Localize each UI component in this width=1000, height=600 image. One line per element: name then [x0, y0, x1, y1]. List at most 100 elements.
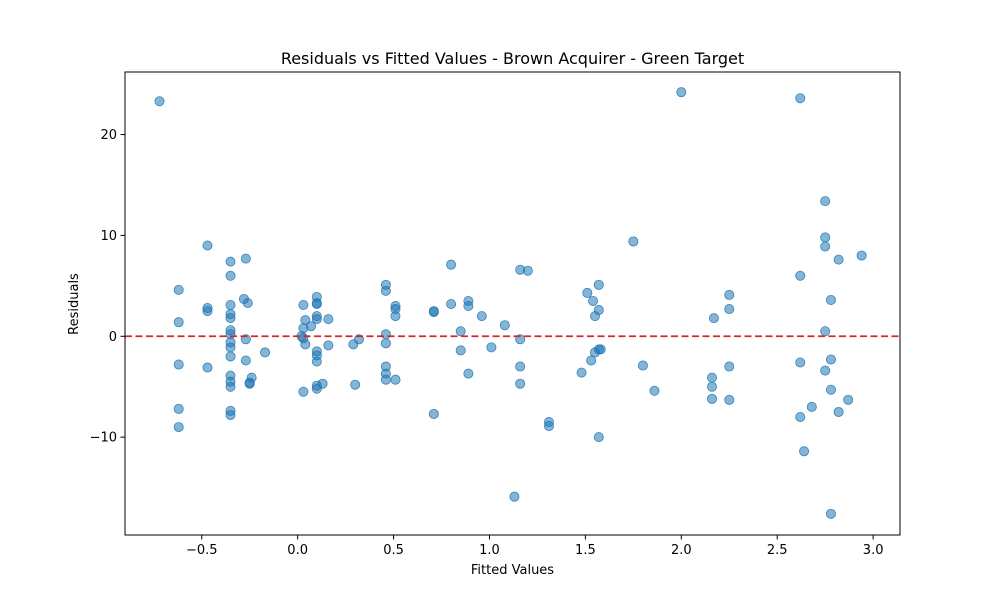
data-point [244, 377, 255, 388]
data-point [225, 409, 236, 420]
data-point [323, 340, 334, 351]
data-point [173, 403, 184, 414]
data-point [476, 311, 487, 322]
data-point [825, 508, 836, 519]
data-point [298, 300, 309, 311]
data-point [173, 284, 184, 295]
x-tick-label: 0.5 [383, 543, 404, 558]
y-tick-label: 20 [100, 128, 117, 143]
x-tick-label: 0.0 [287, 543, 308, 558]
data-point [795, 93, 806, 104]
data-point [820, 232, 831, 243]
data-point [515, 361, 526, 372]
data-point [225, 313, 236, 324]
data-point [543, 421, 554, 432]
data-point [225, 381, 236, 392]
data-point [724, 304, 735, 315]
data-point [240, 253, 251, 264]
data-point [588, 295, 599, 306]
x-tick-label: 3.0 [863, 543, 884, 558]
data-point [576, 367, 587, 378]
data-point [446, 298, 457, 309]
data-point [463, 301, 474, 312]
data-point [202, 362, 213, 373]
plot-area-frame [124, 71, 901, 536]
data-point [825, 354, 836, 365]
data-point [242, 297, 253, 308]
data-point [509, 491, 520, 502]
data-point [637, 360, 648, 371]
y-tick-label: 0 [109, 330, 117, 345]
data-point [724, 394, 735, 405]
data-point [649, 385, 660, 396]
chart-title: Residuals vs Fitted Values - Brown Acqui… [281, 49, 744, 68]
data-point [455, 345, 466, 356]
data-point [515, 378, 526, 389]
y-tick-label: −10 [90, 431, 117, 446]
data-point [676, 87, 687, 98]
data-point [173, 359, 184, 370]
data-point [173, 317, 184, 328]
data-point [795, 357, 806, 368]
x-tick-label: 1.0 [479, 543, 500, 558]
data-point [595, 344, 606, 355]
data-point [820, 241, 831, 252]
data-point [820, 196, 831, 207]
data-point [202, 306, 213, 317]
data-point [820, 365, 831, 376]
x-tick-label: 2.5 [767, 543, 788, 558]
data-point [428, 408, 439, 419]
data-point [486, 342, 497, 353]
data-point [306, 321, 317, 332]
data-point [455, 326, 466, 337]
x-tick-label: 1.5 [575, 543, 596, 558]
data-point [825, 384, 836, 395]
data-points [154, 87, 867, 519]
data-point [724, 289, 735, 300]
data-point [350, 379, 361, 390]
data-point [380, 285, 391, 296]
data-point [225, 270, 236, 281]
data-point [317, 378, 328, 389]
data-point [225, 300, 236, 311]
data-point [593, 305, 604, 316]
data-point [586, 355, 597, 366]
y-axis-ticks: −10 0 10 20 [90, 128, 125, 446]
data-point [380, 329, 391, 340]
y-axis-label: Residuals [67, 273, 82, 335]
data-point [833, 406, 844, 417]
data-point [311, 356, 322, 367]
data-point [795, 411, 806, 422]
data-point [298, 386, 309, 397]
x-tick-label: 2.0 [671, 543, 692, 558]
data-point [806, 401, 817, 412]
data-point [843, 394, 854, 405]
data-point [708, 313, 719, 324]
data-point [311, 298, 322, 309]
y-tick-label: 10 [100, 229, 117, 244]
data-point [799, 446, 810, 457]
data-point [707, 381, 718, 392]
data-point [380, 338, 391, 349]
data-point [593, 279, 604, 290]
data-point [833, 254, 844, 265]
data-point [724, 361, 735, 372]
data-point [323, 314, 334, 325]
data-point [499, 320, 510, 331]
x-axis-ticks: −0.5 0.0 0.5 1.0 1.5 2.0 2.5 3.0 [186, 535, 884, 558]
data-point [628, 236, 639, 247]
data-point [522, 265, 533, 276]
data-point [593, 432, 604, 443]
data-point [225, 342, 236, 353]
data-point [463, 368, 474, 379]
data-point [390, 374, 401, 385]
data-point [707, 393, 718, 404]
data-point [446, 259, 457, 270]
data-point [225, 256, 236, 267]
data-point [582, 287, 593, 298]
data-point [240, 355, 251, 366]
data-point [202, 240, 213, 251]
x-tick-label: −0.5 [186, 543, 218, 558]
data-point [856, 250, 867, 261]
